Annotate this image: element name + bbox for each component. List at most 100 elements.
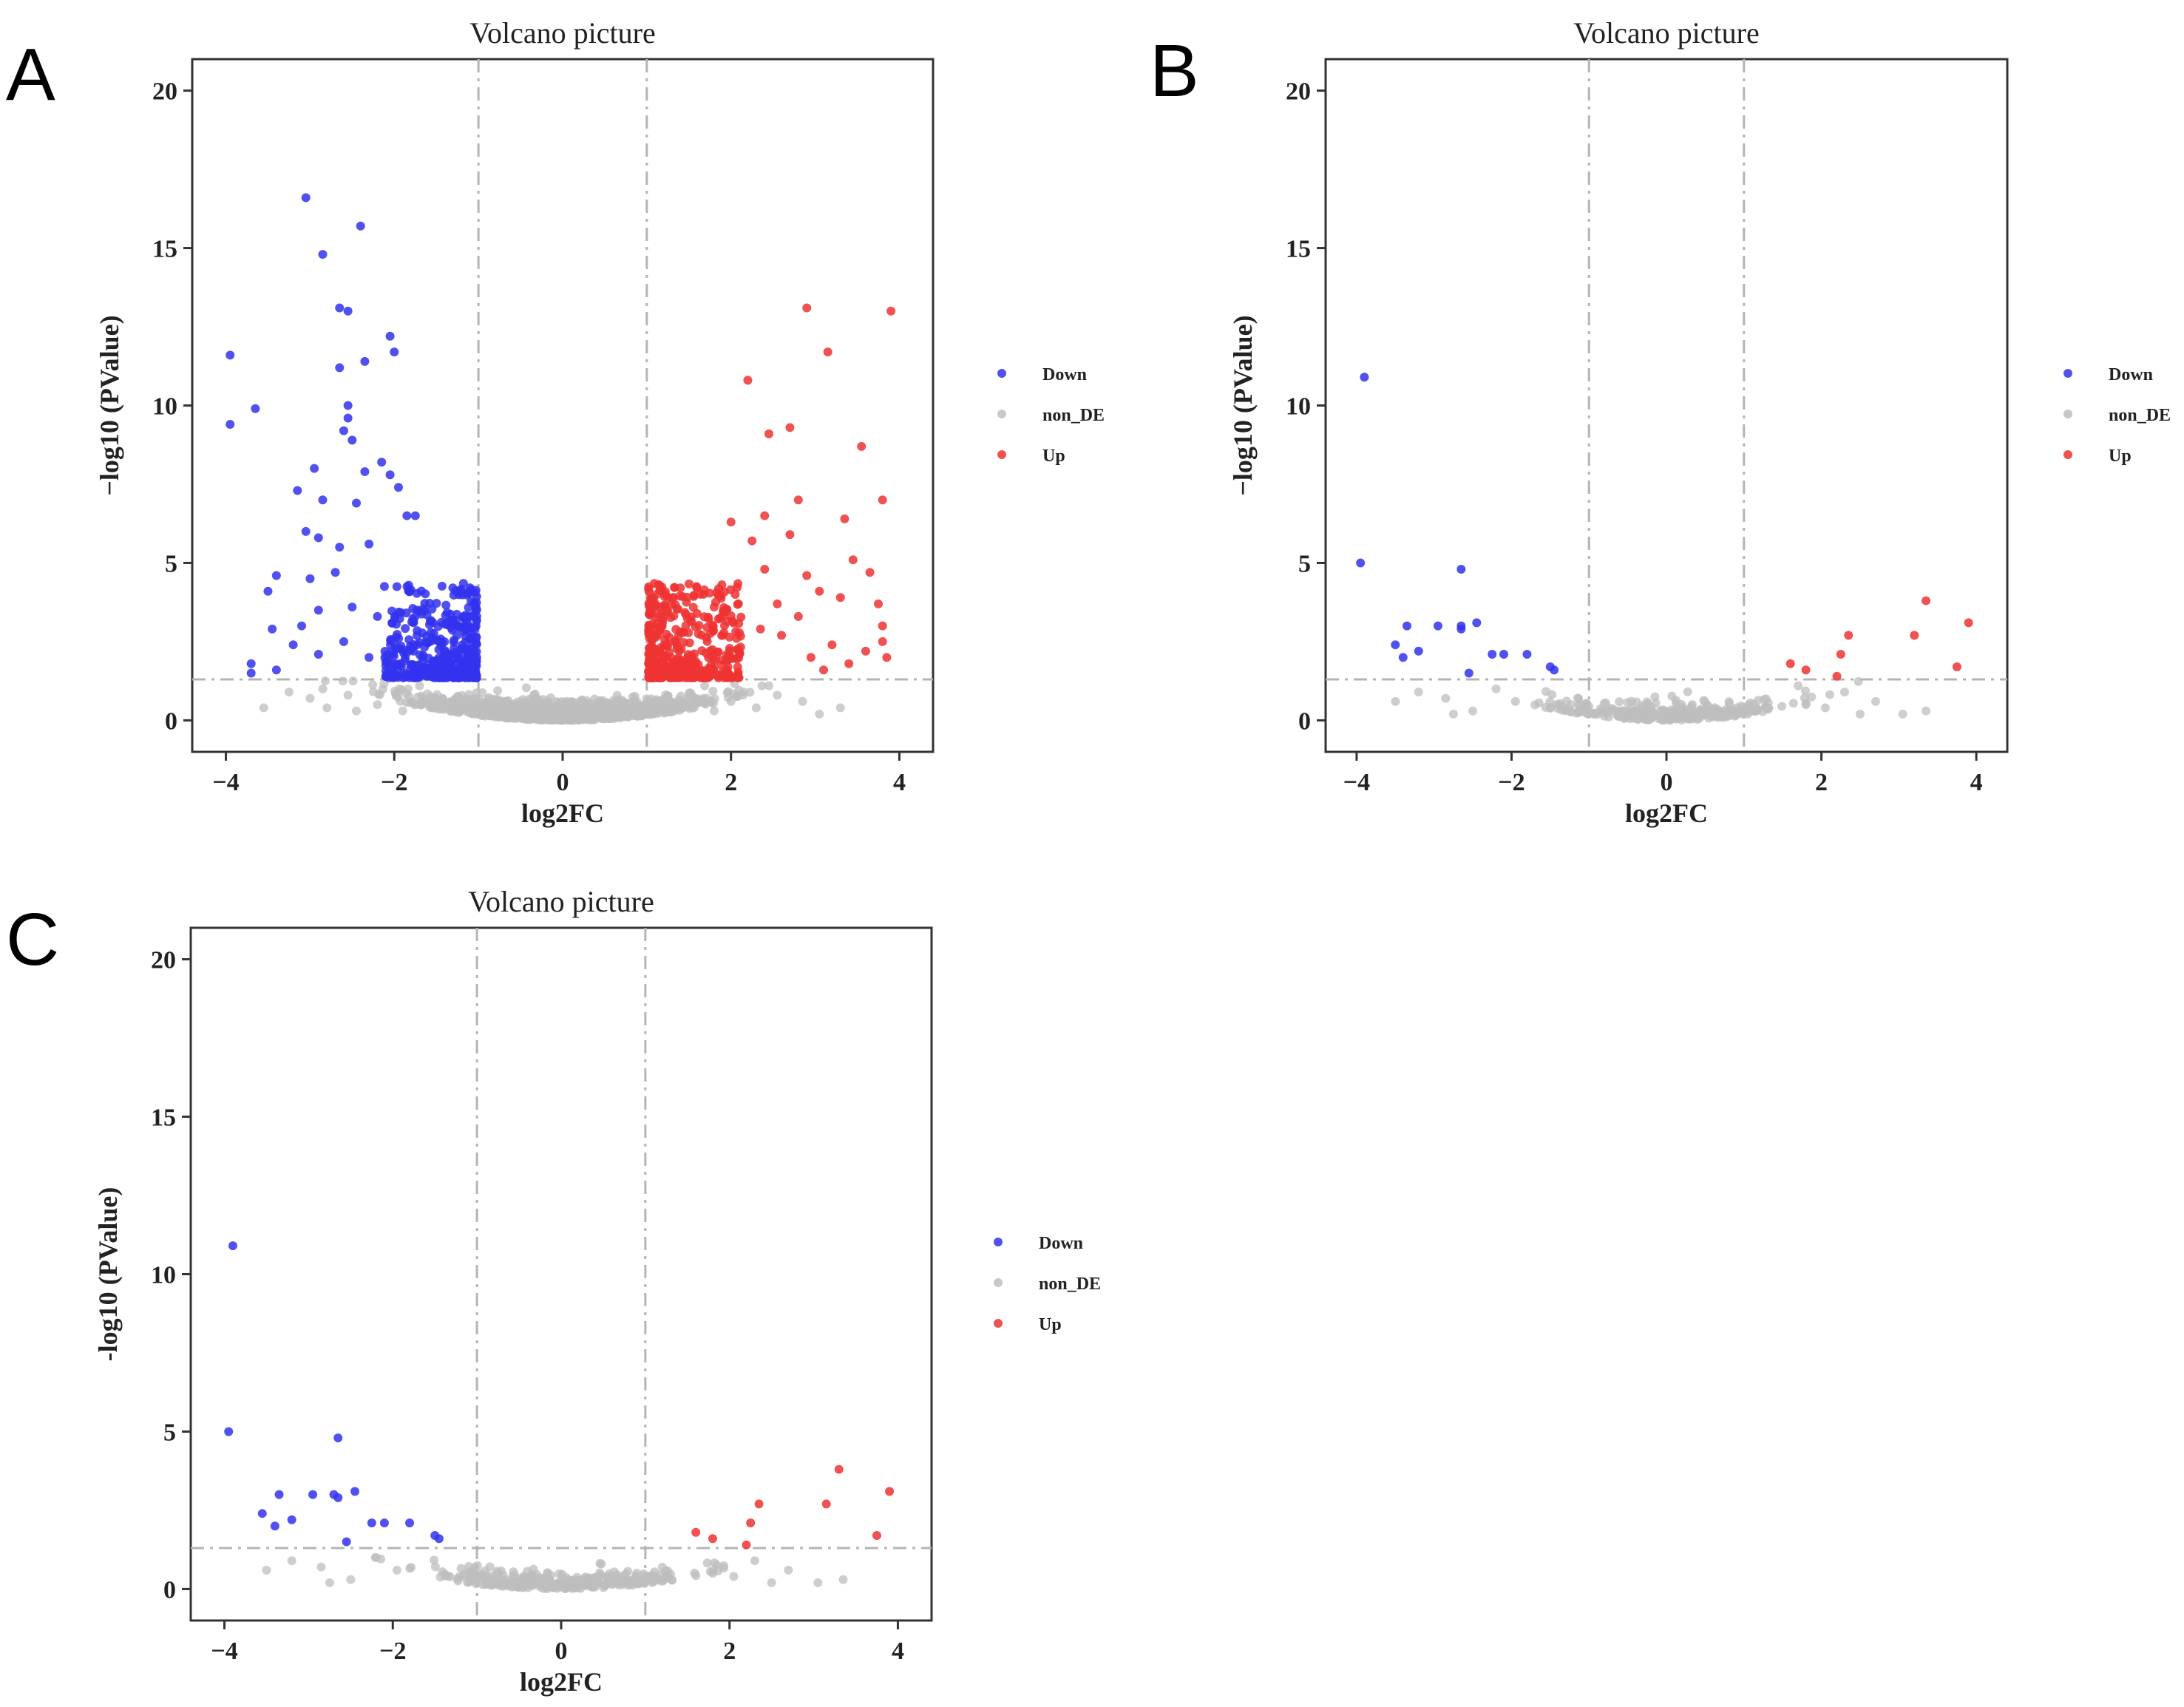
point-non-de: [430, 1562, 440, 1572]
point-non-de: [726, 696, 736, 706]
point-non-de: [1794, 681, 1803, 690]
point-non-de: [520, 1581, 529, 1590]
point-down: [471, 605, 481, 614]
y-axis-label: −log10 (PValue): [95, 315, 124, 495]
point-down: [305, 574, 315, 583]
point-up: [645, 659, 654, 669]
point-non-de: [665, 1569, 675, 1579]
point-down: [224, 1427, 234, 1436]
point-down: [405, 1518, 415, 1527]
y-axis-label: -log10 (PValue): [93, 1187, 123, 1362]
point-down: [342, 1537, 351, 1547]
point-up: [719, 628, 729, 637]
point-down: [271, 665, 281, 675]
legend-marker-up: [2063, 450, 2072, 459]
point-non-de: [368, 680, 378, 690]
point-non-de: [1604, 712, 1613, 722]
legend-label-up: Up: [1042, 447, 1065, 466]
x-tick-label: −2: [1498, 769, 1525, 796]
point-non-de: [368, 687, 378, 696]
y-tick-label: 10: [151, 1262, 176, 1289]
point-up: [645, 643, 654, 653]
y-tick-label: 5: [1298, 550, 1311, 577]
point-up: [872, 1531, 881, 1541]
point-up: [680, 608, 690, 617]
point-non-de: [456, 706, 466, 716]
point-down: [352, 498, 362, 508]
point-up: [659, 601, 669, 611]
point-up: [815, 586, 824, 596]
legend-marker-non-de: [997, 410, 1006, 418]
point-non-de: [620, 698, 629, 707]
x-tick-label: −4: [211, 1638, 237, 1665]
point-down: [308, 1490, 318, 1499]
y-tick-label: 0: [163, 1576, 176, 1604]
point-non-de: [583, 1581, 592, 1591]
point-non-de: [525, 1575, 535, 1585]
y-tick-label: 20: [1286, 78, 1311, 106]
point-non-de: [631, 1571, 641, 1581]
point-down: [367, 1518, 376, 1527]
point-non-de: [1825, 690, 1834, 699]
legend-label-up: Up: [2109, 447, 2132, 466]
point-non-de: [481, 1579, 491, 1589]
point-up: [802, 303, 812, 313]
point-non-de: [656, 1576, 665, 1586]
point-non-de: [492, 1567, 502, 1576]
point-non-de: [460, 1569, 469, 1579]
point-down: [301, 193, 311, 203]
legend-marker-up: [997, 450, 1006, 459]
point-non-de: [531, 713, 540, 722]
panel-b: B Volcano picture −4 −2 0 2 4 0 5 10 15 20 log2FC −lo…: [1150, 16, 2171, 828]
plot-frame: [1324, 58, 2009, 753]
point-up: [734, 653, 744, 662]
point-non-de: [1561, 696, 1571, 706]
x-tick-label: −2: [381, 769, 407, 796]
point-non-de: [284, 688, 294, 697]
x-tick-label: −4: [212, 769, 239, 796]
point-down: [399, 645, 408, 655]
point-non-de: [1807, 692, 1817, 702]
point-non-de: [607, 705, 617, 714]
panel-letter: B: [1150, 30, 1199, 112]
x-tick-label: 2: [1815, 769, 1828, 796]
point-non-de: [838, 1575, 848, 1584]
point-non-de: [287, 1556, 296, 1566]
point-up: [707, 652, 716, 662]
point-up: [694, 671, 704, 680]
point-down: [386, 635, 396, 645]
point-down: [274, 1490, 284, 1499]
point-up: [693, 659, 703, 669]
y-tick-label: 15: [152, 236, 177, 263]
point-up: [645, 651, 655, 660]
point-non-de: [1854, 676, 1863, 686]
point-up: [655, 647, 665, 656]
y-tick-label: 10: [152, 393, 177, 421]
point-non-de: [1391, 696, 1400, 706]
point-up: [645, 601, 654, 611]
point-non-de: [533, 1581, 543, 1590]
point-down: [471, 673, 481, 682]
point-non-de: [1777, 702, 1787, 711]
point-non-de: [522, 706, 532, 716]
point-non-de: [371, 1552, 381, 1562]
point-non-de: [430, 693, 440, 703]
point-non-de: [485, 1562, 495, 1572]
point-up: [687, 666, 696, 676]
point-non-de: [259, 703, 268, 713]
point-non-de: [1574, 693, 1584, 703]
point-down: [1488, 649, 1497, 659]
y-tick-label: 0: [165, 707, 177, 735]
point-non-de: [1552, 699, 1561, 709]
point-non-de: [416, 699, 425, 709]
point-non-de: [423, 689, 433, 699]
point-non-de: [1725, 699, 1734, 709]
point-non-de: [489, 1577, 499, 1586]
point-up: [878, 637, 887, 646]
x-tick-label: 4: [1970, 769, 1983, 796]
point-down: [268, 624, 277, 634]
point-non-de: [1678, 705, 1688, 715]
point-non-de: [464, 707, 473, 716]
point-up: [873, 599, 883, 608]
point-non-de: [1855, 709, 1865, 719]
